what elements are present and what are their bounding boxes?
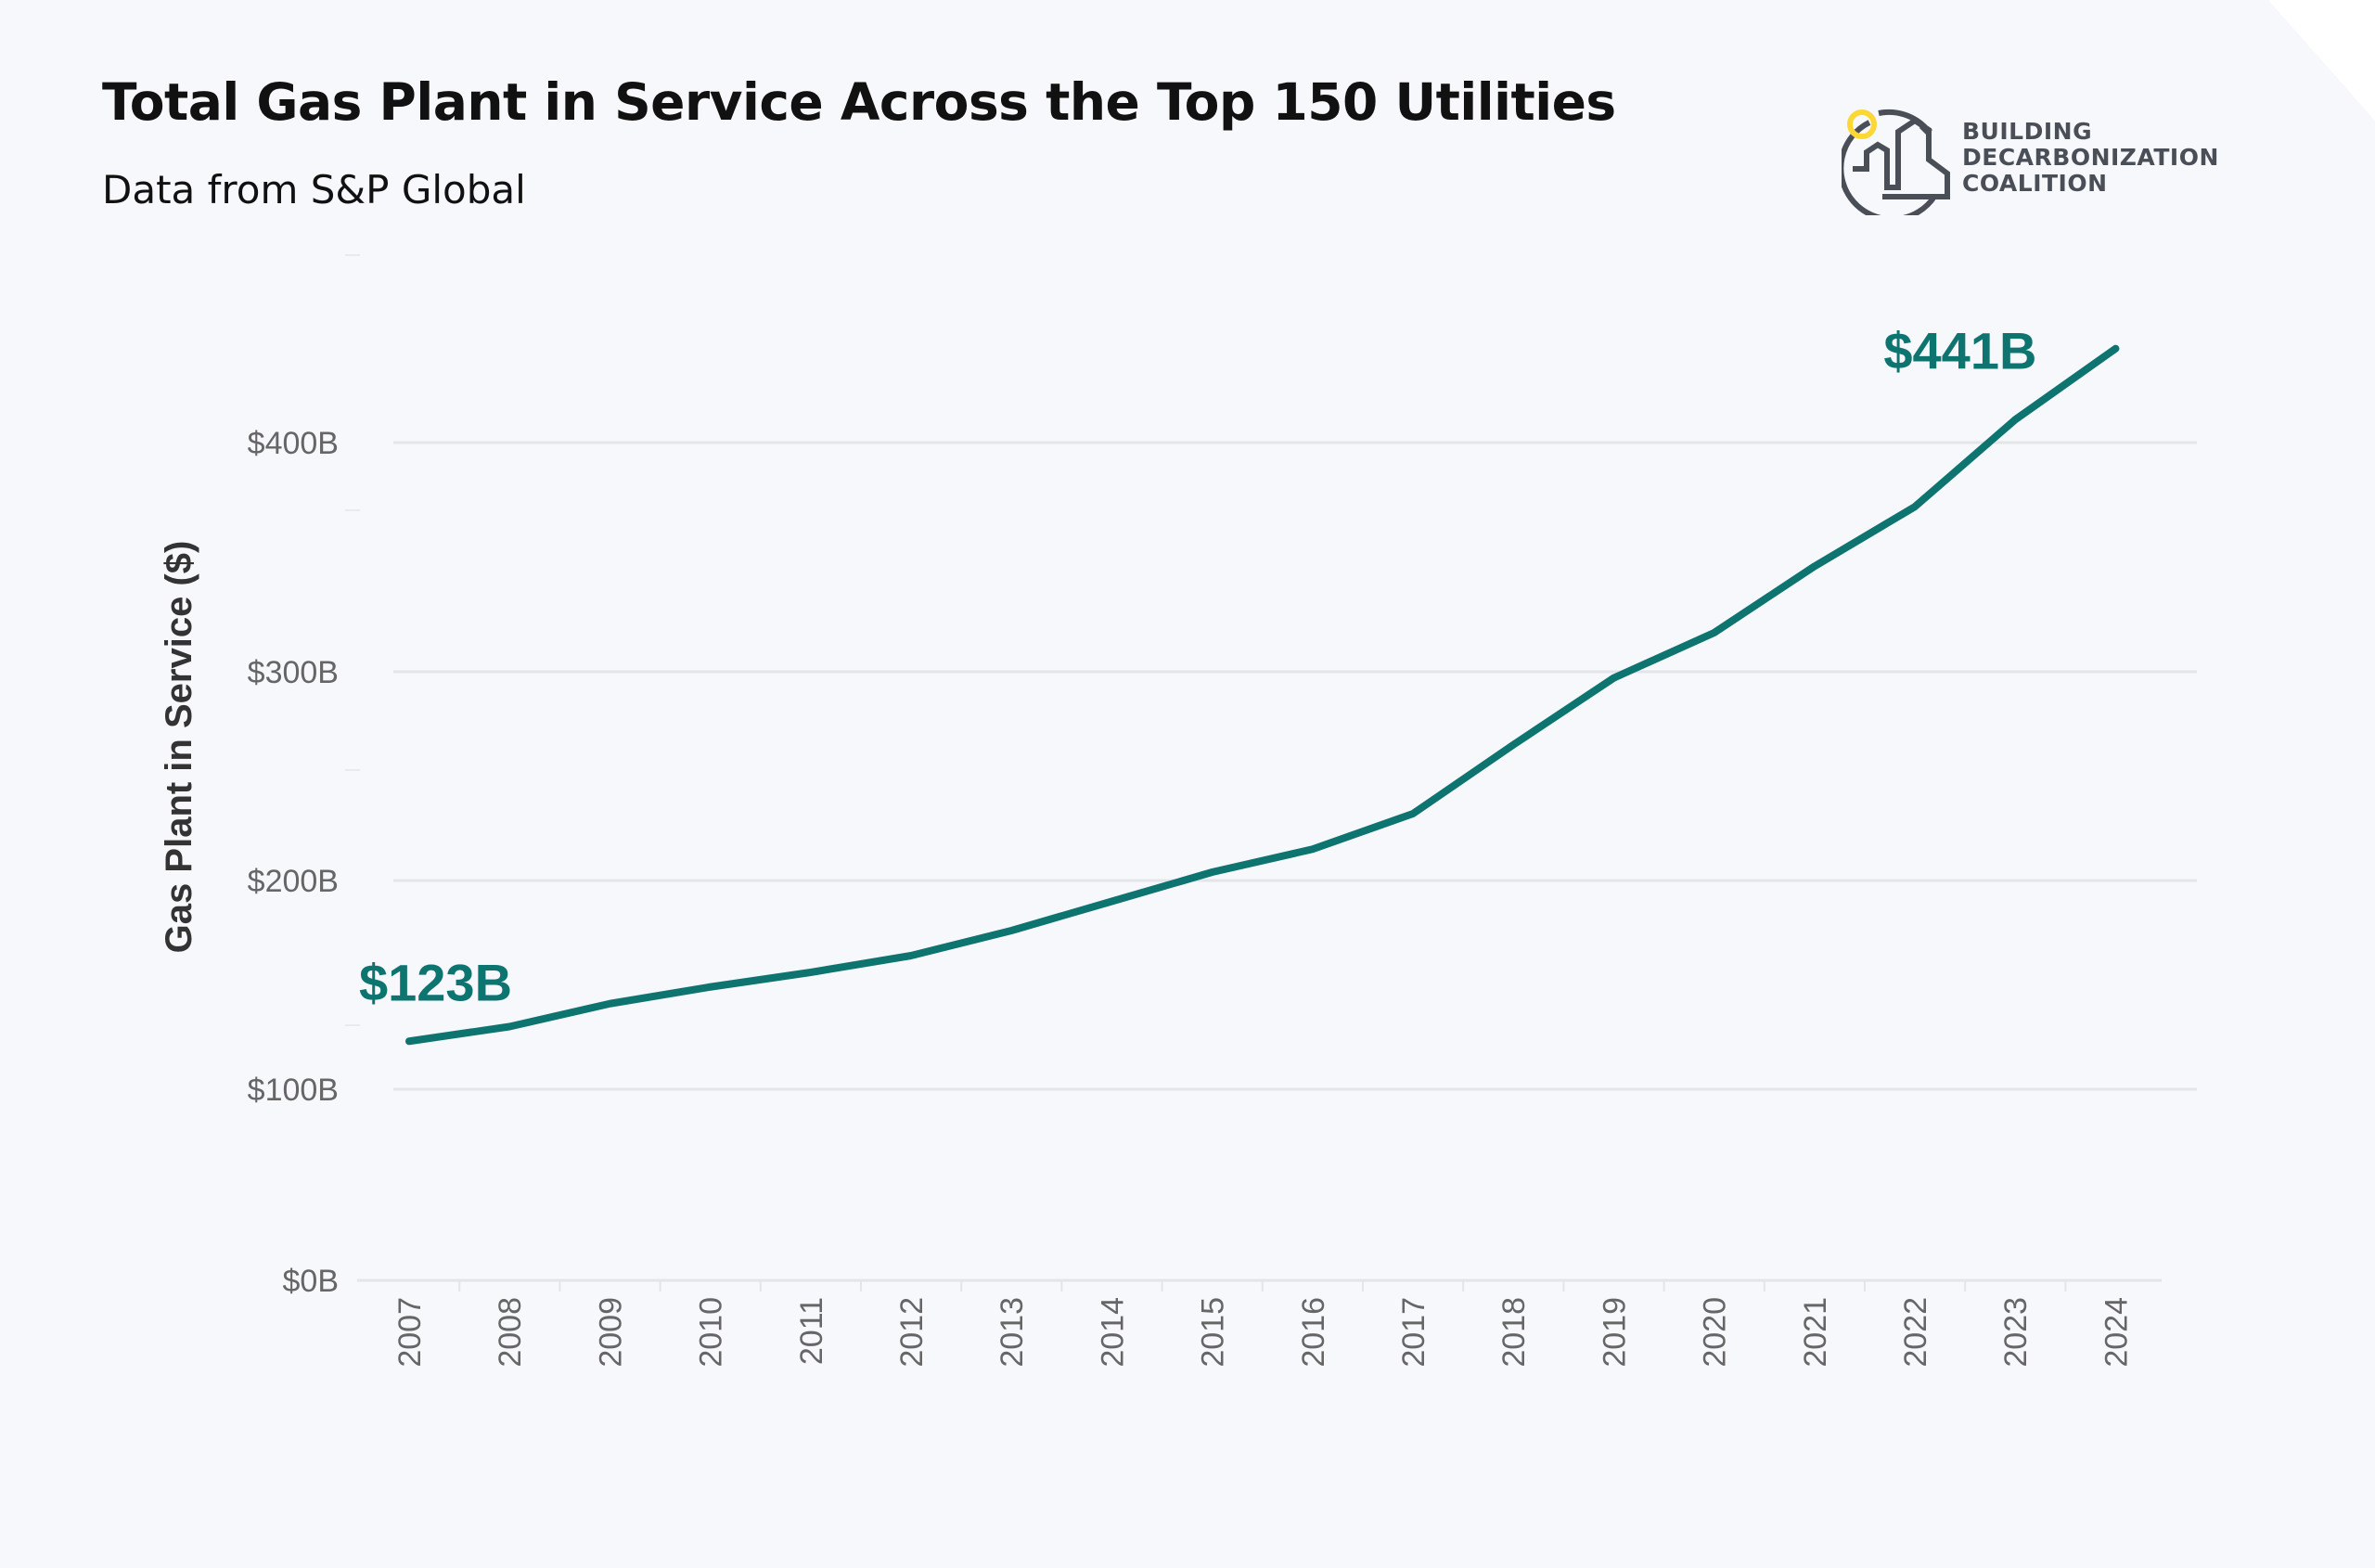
data-label: $441B (1883, 322, 2036, 380)
logo-icon (1842, 109, 1950, 215)
x-tick-label: 2015 (1196, 1297, 1231, 1368)
y-tick-label: $100B (248, 1073, 339, 1108)
x-tick-label: 2012 (894, 1297, 930, 1368)
logo-line: DECARBONIZATION (1962, 144, 2219, 171)
x-tick-label: 2007 (392, 1297, 428, 1368)
y-tick-label: $0B (283, 1264, 340, 1299)
y-tick-label: $200B (248, 864, 339, 899)
x-tick-label: 2022 (1898, 1297, 1933, 1368)
series-line (405, 344, 2120, 1046)
x-tick-label: 2024 (2099, 1297, 2134, 1368)
x-tick-label: 2017 (1396, 1297, 1431, 1368)
x-tick-label: 2021 (1798, 1297, 1833, 1368)
logo-line: COALITION (1962, 170, 2108, 197)
corner-decoration (2268, 0, 2375, 121)
y-tick-label: $400B (248, 426, 339, 461)
x-tick-label: 2019 (1597, 1297, 1632, 1368)
y-tick-label: $300B (248, 655, 339, 690)
x-tick-label: 2018 (1496, 1297, 1532, 1368)
chart-subtitle: Data from S&P Global (102, 167, 526, 212)
x-tick-label: 2008 (493, 1297, 528, 1368)
x-tick-label: 2016 (1296, 1297, 1331, 1368)
logo-line: BUILDING (1962, 118, 2093, 145)
x-tick-label: 2013 (995, 1297, 1030, 1368)
y-axis-label: Gas Plant in Service ($) (159, 541, 199, 954)
logo-text: BUILDING DECARBONIZATION COALITION (1962, 119, 2219, 197)
x-tick-label: 2023 (1998, 1297, 2034, 1368)
data-label: $123B (359, 953, 512, 1011)
x-tick-label: 2009 (593, 1297, 628, 1368)
x-tick-label: 2014 (1095, 1297, 1130, 1368)
x-tick-label: 2011 (794, 1297, 829, 1365)
x-tick-label: 2020 (1698, 1297, 1733, 1368)
x-tick-label: 2010 (694, 1297, 729, 1368)
chart-title: Total Gas Plant in Service Across the To… (102, 72, 1616, 132)
